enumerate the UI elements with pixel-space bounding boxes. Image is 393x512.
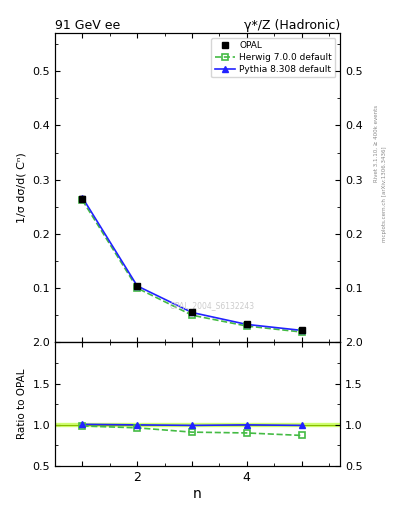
- Text: mcplots.cern.ch [arXiv:1306.3436]: mcplots.cern.ch [arXiv:1306.3436]: [382, 147, 387, 242]
- Y-axis label: Ratio to OPAL: Ratio to OPAL: [17, 369, 27, 439]
- X-axis label: n: n: [193, 486, 202, 501]
- Bar: [55, 423, 340, 426]
- Text: 91 GeV ee: 91 GeV ee: [55, 19, 120, 32]
- Y-axis label: 1/σ dσ/d( Cⁿ): 1/σ dσ/d( Cⁿ): [17, 153, 27, 223]
- Text: Rivet 3.1.10, ≥ 400k events: Rivet 3.1.10, ≥ 400k events: [374, 105, 378, 182]
- Legend: OPAL, Herwig 7.0.0 default, Pythia 8.308 default: OPAL, Herwig 7.0.0 default, Pythia 8.308…: [211, 38, 336, 77]
- Text: OPAL_2004_S6132243: OPAL_2004_S6132243: [169, 301, 254, 310]
- Text: γ*/Z (Hadronic): γ*/Z (Hadronic): [244, 19, 340, 32]
